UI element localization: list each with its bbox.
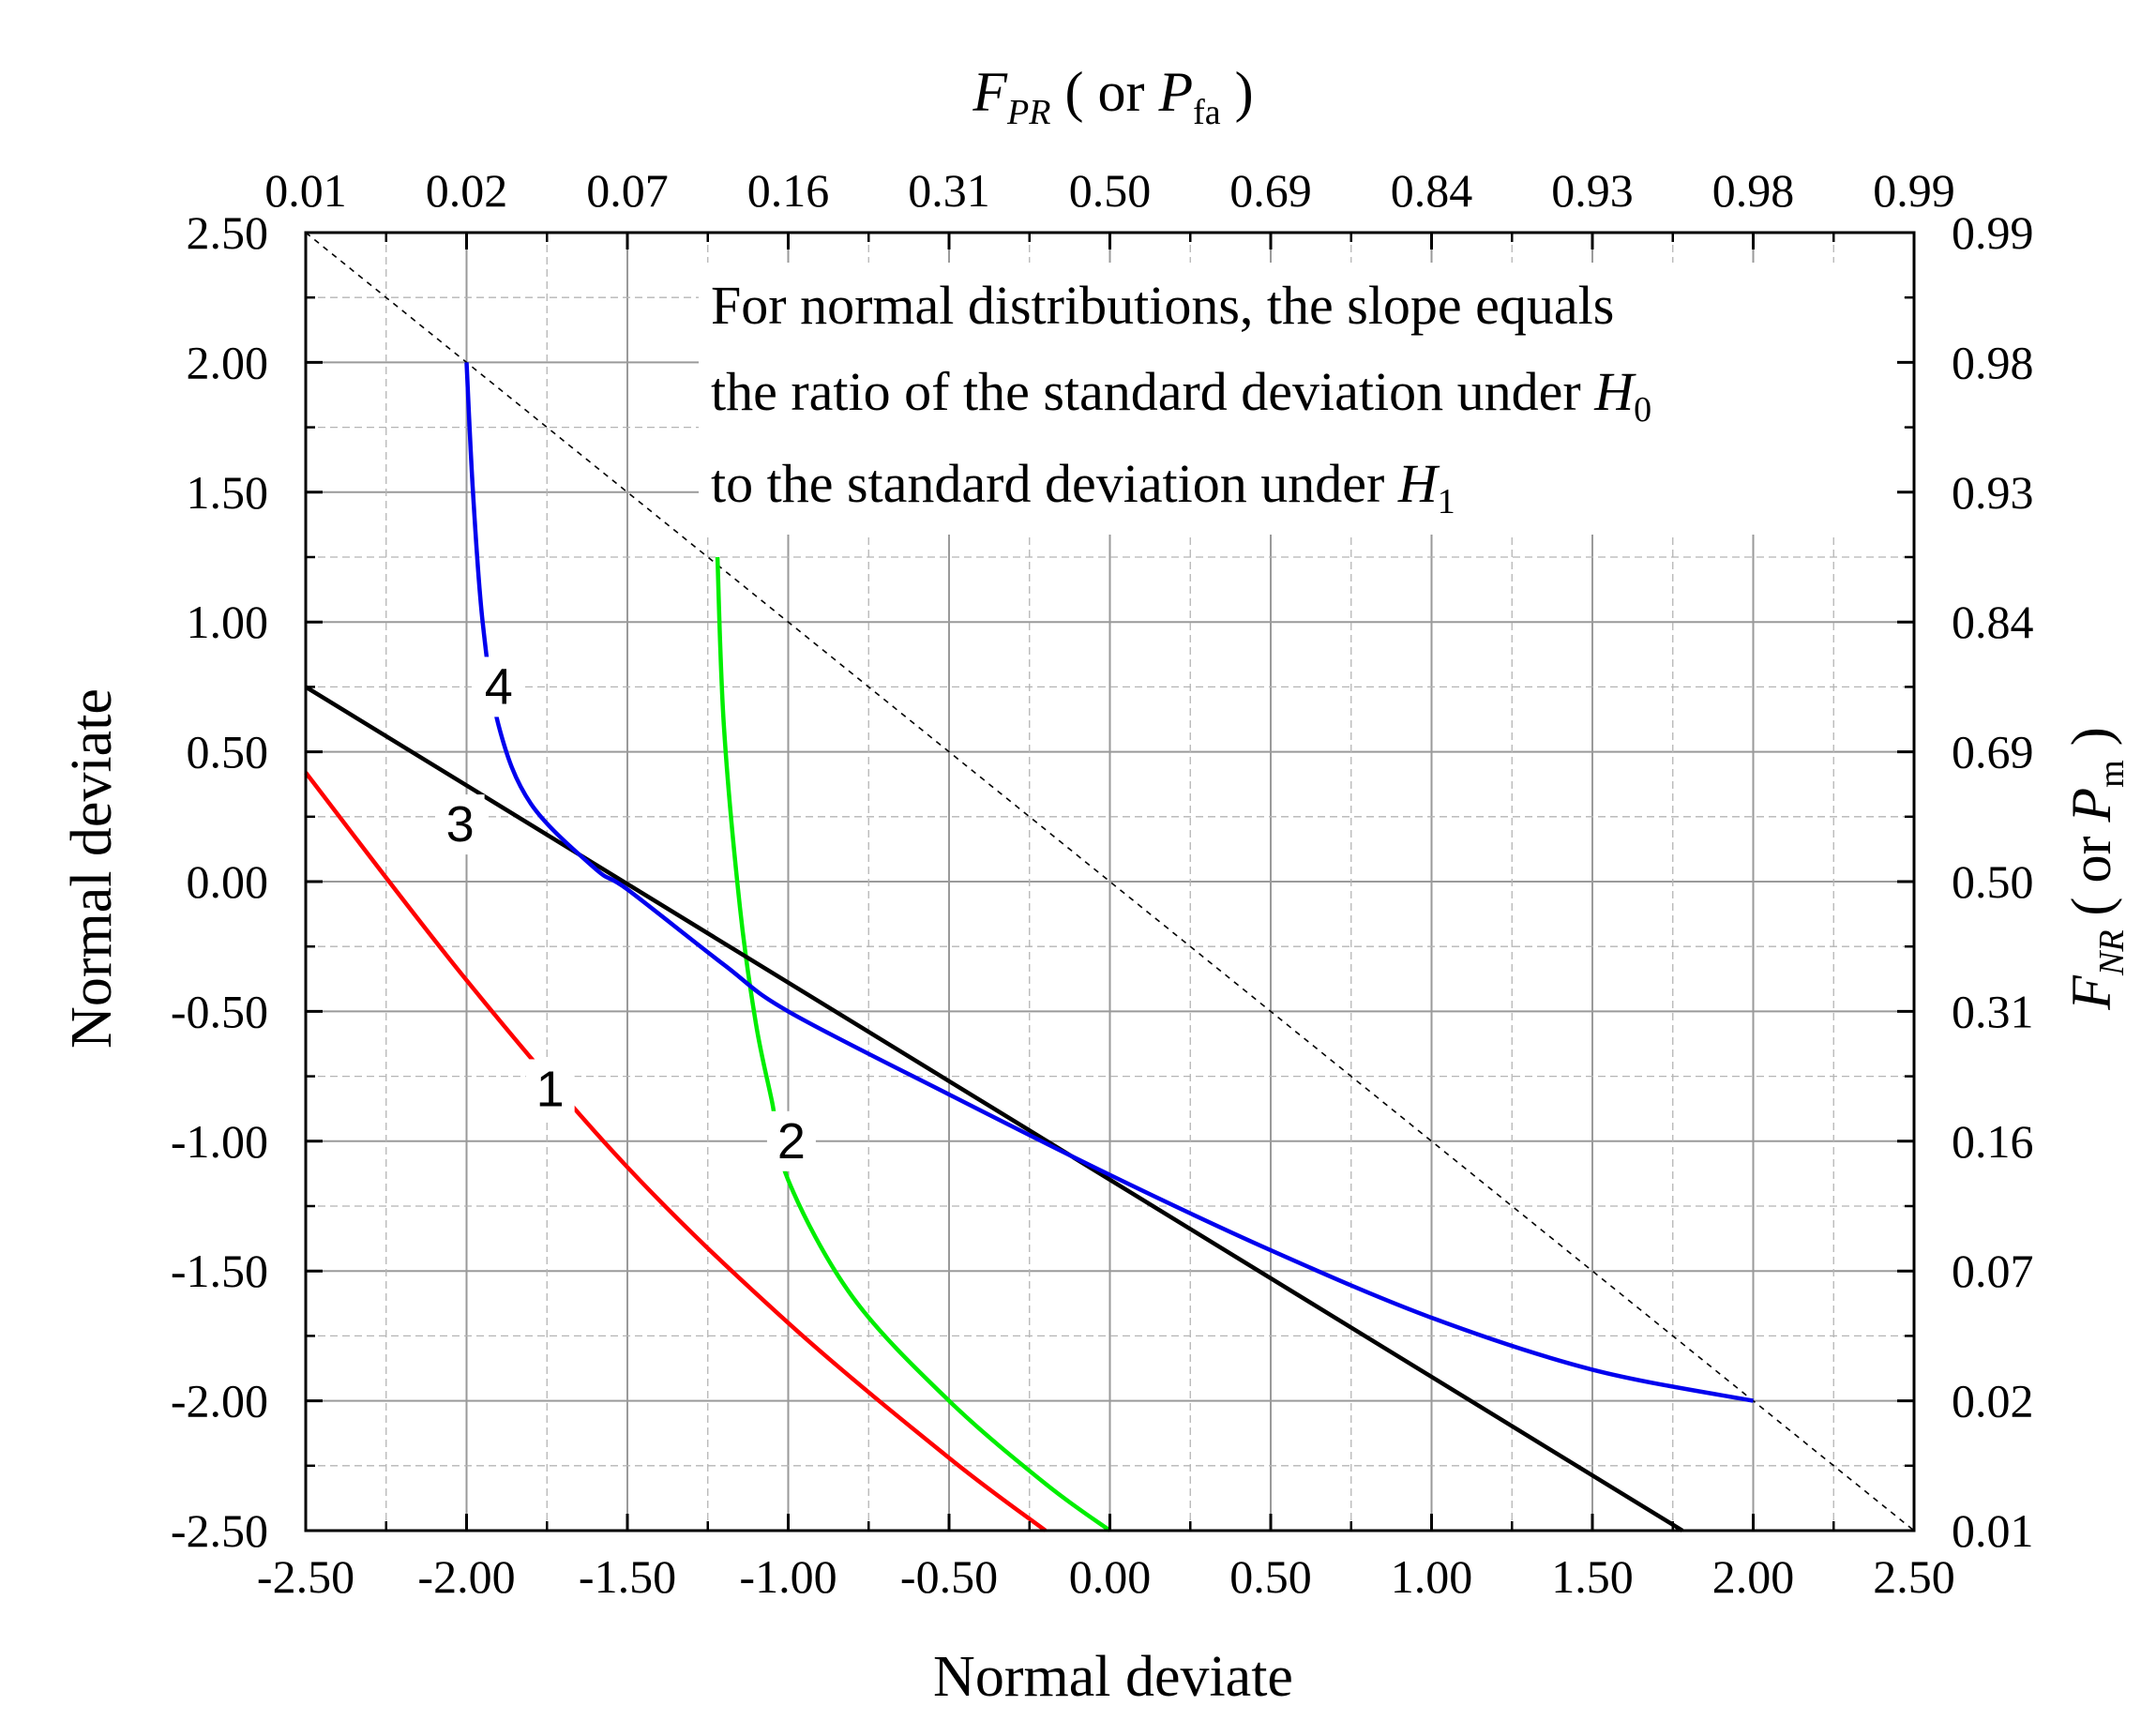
right-axis-title-mid: ( or	[2060, 823, 2122, 930]
x-tick-label: -2.00	[417, 1550, 515, 1603]
top-tick-label: 0.93	[1551, 164, 1634, 217]
x-tick-label: 2.00	[1712, 1550, 1795, 1603]
annotation-background	[699, 263, 1904, 535]
x-tick-label: -1.50	[579, 1550, 676, 1603]
y-tick-label: 2.50	[187, 206, 269, 259]
curve-label-2: 2	[777, 1113, 806, 1170]
curve-label-3: 3	[446, 796, 475, 853]
x-axis-title: Normal deviate	[933, 1645, 1293, 1709]
x-tick-label: 1.50	[1551, 1550, 1634, 1603]
top-axis-title-sub: PR	[1006, 93, 1050, 132]
right-tick-label: 0.84	[1952, 596, 2034, 648]
y-tick-label: 1.50	[187, 466, 269, 519]
curve-label-4: 4	[485, 658, 513, 715]
top-tick-label: 0.02	[426, 164, 508, 217]
y-tick-label: -2.50	[171, 1504, 268, 1557]
y-tick-label: 2.00	[187, 336, 269, 388]
y-tick-label: 0.50	[187, 726, 269, 778]
right-tick-label: 0.69	[1952, 726, 2034, 778]
top-tick-label: 0.07	[586, 164, 669, 217]
right-tick-label: 0.31	[1952, 985, 2034, 1037]
top-axis-title-end: )	[1221, 61, 1254, 123]
top-tick-label: 0.99	[1873, 164, 1955, 217]
y-tick-label: -2.00	[171, 1375, 268, 1427]
annotation-h0-subscript: 0	[1634, 390, 1651, 430]
right-tick-label: 0.50	[1952, 855, 2034, 908]
annotation-line-3-text: to the standard deviation under	[711, 453, 1398, 514]
right-axis-title-f: F	[2060, 974, 2122, 1011]
right-axis-title-sub2: m	[2092, 760, 2132, 788]
x-tick-label: 2.50	[1873, 1550, 1955, 1603]
top-axis-title-f: F	[972, 61, 1008, 123]
y-tick-label: -1.50	[171, 1245, 268, 1297]
right-tick-label: 0.93	[1952, 466, 2034, 519]
right-tick-label: 0.01	[1952, 1504, 2034, 1557]
right-tick-label: 0.16	[1952, 1115, 2034, 1168]
right-axis-title-p: P	[2060, 788, 2122, 823]
right-axis-title-sub: NR	[2092, 929, 2132, 976]
x-tick-label: -2.50	[257, 1550, 354, 1603]
top-tick-label: 0.01	[264, 164, 347, 217]
x-tick-label: -0.50	[900, 1550, 998, 1603]
annotation-line-2: the ratio of the standard deviation unde…	[711, 361, 1651, 430]
y-tick-label: -0.50	[171, 985, 268, 1037]
top-tick-label: 0.16	[747, 164, 830, 217]
y-tick-label: -1.00	[171, 1115, 268, 1168]
annotation-line-2-text: the ratio of the standard deviation unde…	[711, 361, 1594, 422]
curve-label-4-bg	[474, 657, 523, 717]
diagonal-reference-line	[305, 232, 1915, 1532]
right-tick-label: 0.07	[1952, 1245, 2034, 1297]
top-tick-label: 0.31	[908, 164, 990, 217]
annotation-h0-symbol: H	[1593, 361, 1636, 422]
right-tick-label: 0.99	[1952, 206, 2034, 259]
top-tick-label: 0.69	[1229, 164, 1312, 217]
top-tick-label: 0.98	[1712, 164, 1795, 217]
top-axis-title-mid: ( or	[1050, 61, 1158, 123]
curve-label-3-bg	[435, 794, 485, 855]
series-3-line	[304, 685, 1684, 1532]
series-1-line	[304, 771, 1048, 1532]
curve-labels: 1 2 3 4	[435, 657, 816, 1171]
x-tick-label: -1.00	[739, 1550, 837, 1603]
top-axis-title-sub2: fa	[1193, 93, 1221, 132]
annotation-line-1: For normal distributions, the slope equa…	[711, 275, 1614, 336]
curve-label-2-bg	[766, 1110, 816, 1171]
x-tick-label: 0.50	[1229, 1550, 1312, 1603]
top-axis-title: FPR ( or Pfa )	[972, 61, 1253, 132]
annotation-h1-subscript: 1	[1438, 482, 1455, 521]
right-tick-label: 0.98	[1952, 336, 2034, 388]
annotation-h1-symbol: H	[1397, 453, 1440, 514]
y-tick-label: 1.00	[187, 596, 269, 648]
y-tick-label: 0.00	[187, 855, 269, 908]
curve-label-1: 1	[536, 1061, 565, 1117]
x-tick-label: 0.00	[1069, 1550, 1152, 1603]
y-axis-title: Normal deviate	[60, 688, 124, 1049]
annotation-line-3: to the standard deviation under H1	[711, 453, 1455, 521]
axes-group: -2.50 0.01 -2.50 0.01 -2.00 0.02 -2.00 0.02 -1.5…	[171, 164, 2034, 1603]
curve-label-1-bg	[525, 1059, 575, 1120]
top-tick-label: 0.50	[1069, 164, 1152, 217]
top-axis-title-p: P	[1157, 61, 1193, 123]
right-axis-title-end: )	[2060, 727, 2122, 760]
right-tick-label: 0.02	[1952, 1375, 2034, 1427]
top-tick-label: 0.84	[1391, 164, 1473, 217]
right-axis-title: FNR ( or Pm )	[2060, 727, 2132, 1010]
x-tick-label: 1.00	[1391, 1550, 1473, 1603]
